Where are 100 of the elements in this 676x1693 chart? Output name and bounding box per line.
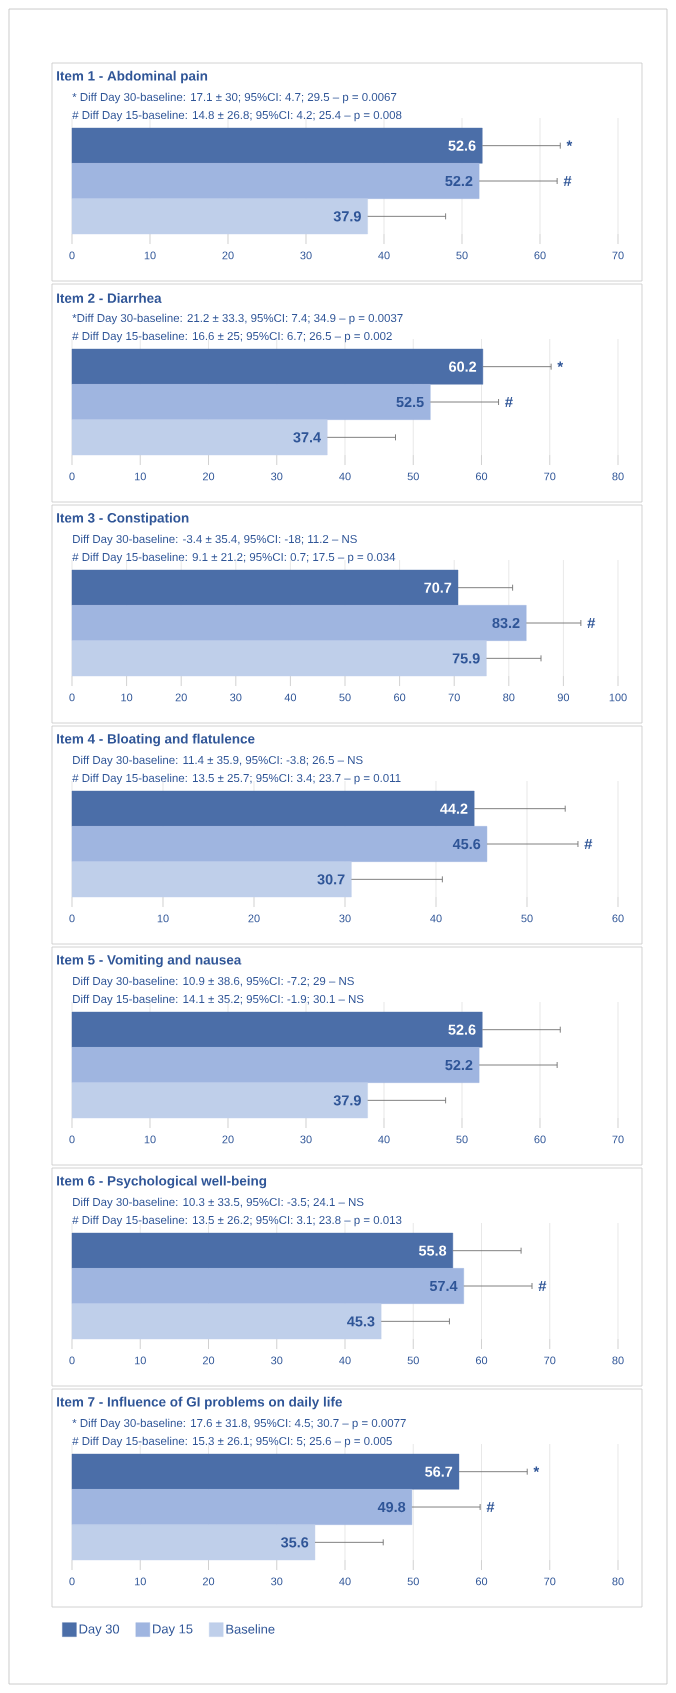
data-label: 52.6: [448, 1024, 476, 1035]
annotation: # Diff Day 15-baseline: 13.5 ± 25.7; 95%CI: 3.4; 23.7 – p = 0.011: [72, 773, 401, 785]
annotation: # Diff Day 15-baseline: 15.3 ± 26.1; 95%CI: 5; 25.6 – p = 0.005: [72, 1436, 392, 1448]
text: Diff Day 30-baseline: -3.4 ± 35.4, 95%CI: -18; 11.2 – NS: [73, 534, 357, 546]
annotation: *: [533, 1466, 540, 1473]
x-tick-label: 60: [534, 251, 546, 260]
text: *Diff Day 30-baseline: 21.2 ± 33.3, 95%CI: 7.4; 34.9 – p = 0.0037: [72, 313, 403, 325]
legend-label: Baseline: [226, 1624, 275, 1634]
annotation: #: [587, 617, 596, 629]
x-tick-label: 10: [144, 251, 156, 260]
x-tick-label: 40: [284, 693, 297, 702]
x-tick-label: 20: [202, 1577, 215, 1586]
text: Diff Day 30-baseline: 11.4 ± 35.9, 95%CI: -3.8; 26.5 – NS: [73, 755, 363, 767]
x-tick-label: 30: [230, 693, 242, 702]
x-tick-label: 70: [544, 1356, 556, 1365]
x-tick-label: 60: [612, 914, 624, 923]
x-tick-label: 60: [475, 472, 488, 481]
x-tick-label: 50: [407, 1577, 419, 1586]
data-label: 37.9: [333, 1095, 361, 1106]
x-tick-label: 0: [69, 693, 75, 702]
data-label: 52.2: [445, 175, 473, 187]
x-tick-label: 50: [456, 251, 468, 260]
chart-title: Item 6 - Psychological well-being: [57, 1175, 267, 1189]
chart-title: Item 1 - Abdominal pain: [57, 70, 208, 84]
x-tick-label: 30: [339, 914, 351, 923]
x-tick-label: 20: [202, 1356, 215, 1365]
annotation: #: [563, 175, 572, 187]
x-tick-label: 40: [339, 472, 351, 481]
x-tick-label: 10: [134, 1577, 146, 1586]
x-tick-label: 40: [339, 1577, 351, 1586]
x-tick-label: 80: [503, 693, 515, 702]
data-label: 57.4: [429, 1280, 458, 1292]
x-tick-label: 30: [271, 1356, 283, 1365]
legend-label: Day 15: [153, 1624, 193, 1637]
x-tick-label: 10: [134, 472, 146, 481]
x-tick-label: 20: [202, 472, 215, 481]
chart-title: Item 2 - Diarrhea: [57, 293, 162, 303]
x-tick-label: 50: [521, 914, 533, 923]
x-tick-label: 100: [609, 693, 627, 702]
text: Diff Day 30-baseline: 10.9 ± 38.6, 95%CI: -7.2; 29 – NS: [73, 976, 354, 988]
annotation: # Diff Day 15-baseline: 14.8 ± 26.8; 95%CI: 4.2; 25.4 – p = 0.008: [72, 110, 402, 122]
x-tick-label: 90: [557, 693, 570, 702]
x-tick-label: 40: [339, 1356, 351, 1365]
x-tick-label: 60: [475, 1356, 488, 1365]
x-tick-label: 20: [248, 914, 260, 923]
annotation: #: [538, 1280, 547, 1292]
chart-title: Item 4 - Bloating and flatulence: [57, 733, 255, 747]
x-tick-label: 30: [300, 1135, 312, 1144]
chart-title: Item 5 - Vomiting and nausea: [57, 954, 242, 968]
data-label: 56.7: [425, 1466, 453, 1477]
data-label: 37.9: [333, 211, 361, 222]
annotation: *: [557, 361, 564, 368]
data-label: 52.2: [445, 1059, 473, 1071]
data-label: 30.7: [317, 874, 345, 885]
x-tick-label: 70: [544, 1577, 556, 1586]
x-tick-label: 10: [121, 693, 133, 702]
x-tick-label: 80: [612, 1577, 624, 1586]
legend-label: Day 30: [79, 1624, 120, 1637]
data-label: 52.5: [396, 396, 424, 408]
annotation: # Diff Day 15-baseline: 9.1 ± 21.2; 95%CI: 0.7; 17.5 – p = 0.034: [72, 552, 396, 564]
x-tick-label: 10: [134, 1356, 146, 1365]
data-label: 60.2: [449, 361, 477, 372]
text: * Diff Day 30-baseline: 17.1 ± 30; 95%CI: 4.7; 29.5 – p = 0.0067: [72, 92, 397, 104]
data-label: 70.7: [424, 582, 452, 593]
x-tick-label: 50: [456, 1135, 468, 1144]
x-tick-label: 30: [271, 1577, 283, 1586]
annotation: #: [486, 1501, 495, 1513]
text: Diff Day 30-baseline: 10.3 ± 33.5, 95%CI: -3.5; 24.1 – NS: [73, 1197, 364, 1209]
annotation: # Diff Day 15-baseline: 16.6 ± 25; 95%CI: 6.7; 26.5 – p = 0.002: [72, 331, 392, 343]
x-tick-label: 50: [339, 693, 351, 702]
x-tick-label: 0: [69, 472, 75, 481]
x-tick-label: 30: [271, 472, 283, 481]
x-tick-label: 70: [612, 251, 624, 260]
x-tick-label: 20: [222, 251, 234, 260]
x-tick-label: 10: [144, 1135, 156, 1144]
x-tick-label: 40: [378, 251, 390, 260]
annotation: *: [566, 140, 573, 147]
data-label: 37.4: [293, 432, 321, 443]
x-tick-label: 60: [475, 1577, 488, 1586]
data-label: 52.6: [448, 140, 476, 151]
x-tick-label: 0: [69, 1356, 75, 1365]
chart-title: Item 3 - Constipation: [57, 512, 189, 526]
x-tick-label: 30: [300, 251, 312, 260]
data-label: 49.8: [377, 1501, 406, 1513]
chart-title: Item 7 - Influence of GI problems on daily life: [57, 1396, 342, 1410]
text: * Diff Day 30-baseline: 17.6 ± 31.8, 95%CI: 4.5; 30.7 – p = 0.0077: [72, 1418, 406, 1430]
x-tick-label: 10: [157, 914, 169, 923]
annotation: #: [584, 838, 593, 850]
x-tick-label: 0: [69, 251, 75, 260]
x-tick-label: 20: [222, 1135, 234, 1144]
x-tick-label: 60: [394, 693, 406, 702]
x-tick-label: 20: [175, 693, 187, 702]
data-label: 44.2: [440, 803, 468, 814]
x-tick-label: 80: [612, 472, 624, 481]
data-label: 83.2: [492, 617, 520, 629]
annotation: #: [505, 396, 513, 408]
data-label: 45.3: [347, 1316, 375, 1327]
x-tick-label: 80: [612, 1356, 624, 1365]
x-tick-label: 0: [69, 914, 75, 923]
x-tick-label: 40: [378, 1135, 390, 1144]
